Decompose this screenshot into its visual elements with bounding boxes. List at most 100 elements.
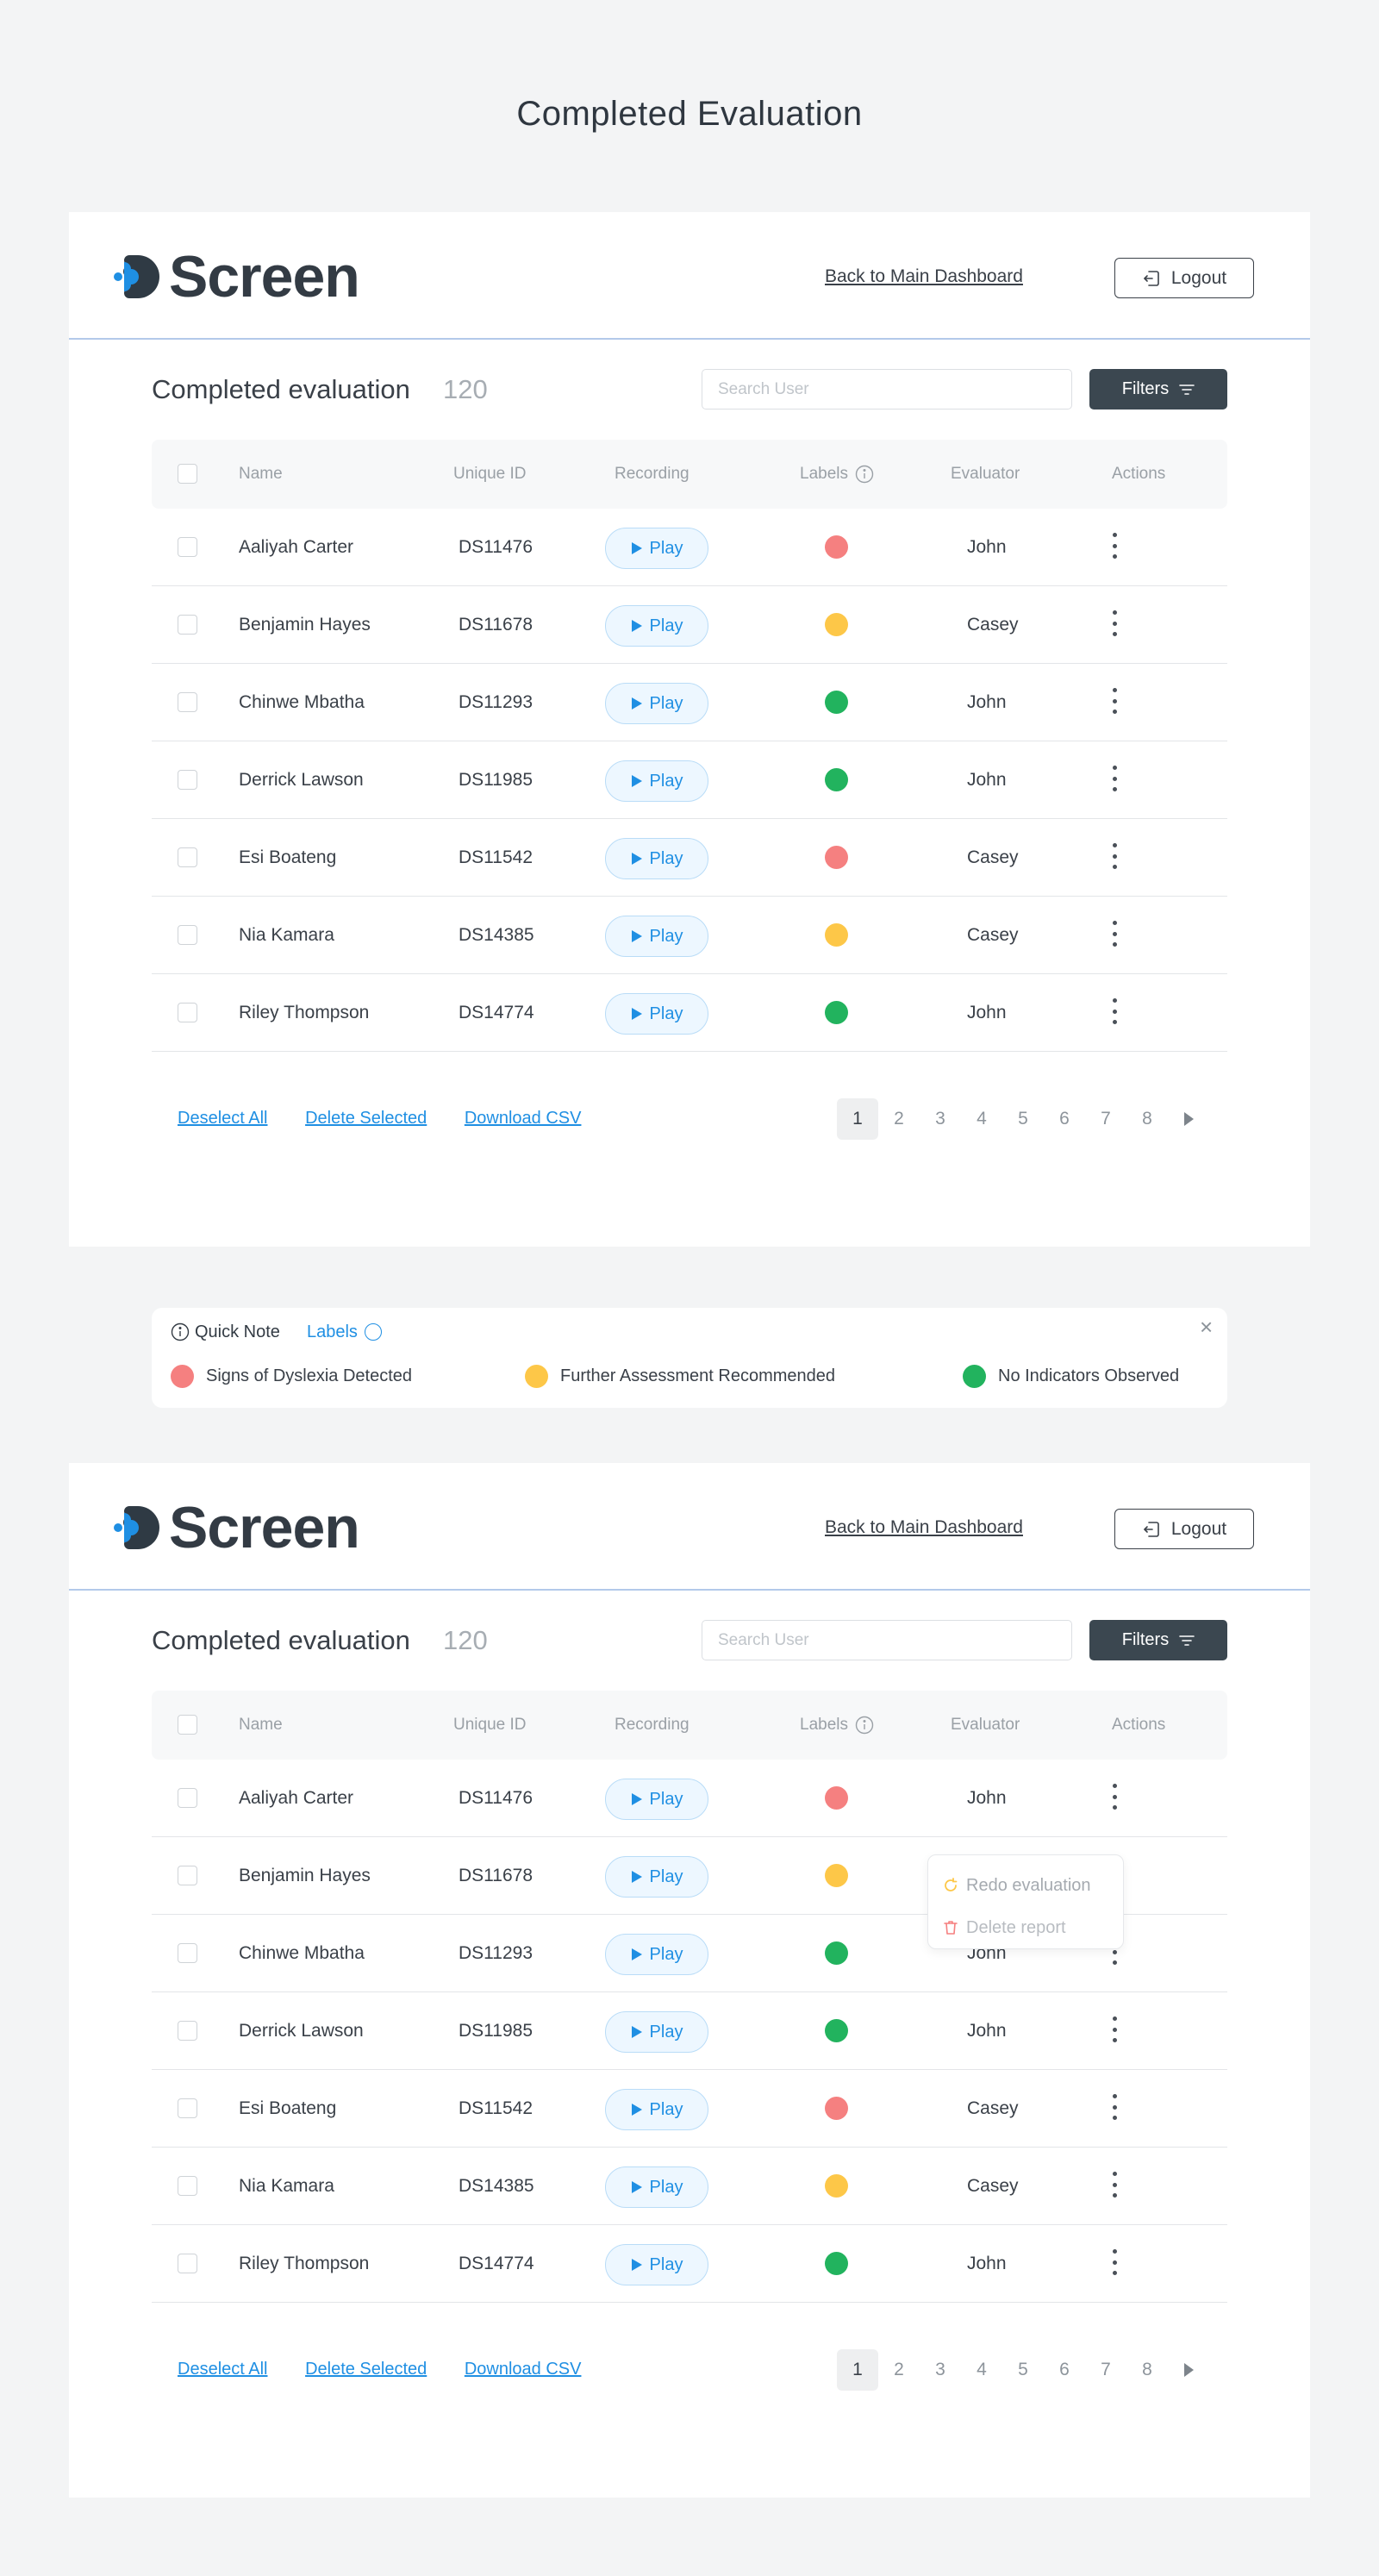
- play-label: Play: [649, 2254, 683, 2274]
- info-icon[interactable]: [855, 1716, 874, 1735]
- row-checkbox[interactable]: [178, 770, 197, 790]
- more-actions-icon[interactable]: [1108, 2172, 1121, 2198]
- play-button[interactable]: Play: [605, 916, 708, 957]
- delete-selected-link[interactable]: Delete Selected: [305, 2360, 427, 2379]
- more-actions-icon[interactable]: [1108, 610, 1121, 636]
- page-6[interactable]: 6: [1059, 1109, 1070, 1129]
- row-checkbox[interactable]: [178, 2176, 197, 2196]
- back-to-dashboard-link[interactable]: Back to Main Dashboard: [825, 1517, 1023, 1537]
- play-button[interactable]: Play: [605, 2166, 708, 2208]
- row-checkbox[interactable]: [178, 1003, 197, 1022]
- row-checkbox[interactable]: [178, 2254, 197, 2273]
- evaluation-count: 120: [443, 374, 488, 404]
- label-dot: [825, 923, 848, 947]
- logo: Screen: [114, 1498, 360, 1557]
- page-5[interactable]: 5: [1018, 1109, 1028, 1129]
- row-evaluator: Casey: [967, 925, 1019, 945]
- more-actions-icon[interactable]: [1108, 2249, 1121, 2275]
- row-name: Esi Boateng: [239, 847, 337, 867]
- close-icon[interactable]: ×: [1200, 1314, 1214, 1340]
- select-all-checkbox[interactable]: [178, 464, 197, 484]
- play-button[interactable]: Play: [605, 838, 708, 879]
- row-checkbox[interactable]: [178, 537, 197, 557]
- logout-button[interactable]: Logout: [1114, 258, 1254, 298]
- more-actions-icon[interactable]: [1108, 1784, 1121, 1810]
- search-user-input[interactable]: [702, 1620, 1072, 1660]
- column-recording: Recording: [615, 1716, 690, 1734]
- page-3[interactable]: 3: [935, 1109, 945, 1129]
- next-page-icon[interactable]: [1168, 1098, 1209, 1140]
- row-unique-id: DS11542: [459, 2098, 534, 2118]
- page-1[interactable]: 1: [837, 1098, 878, 1140]
- download-csv-link[interactable]: Download CSV: [464, 2360, 582, 2379]
- label-dot: [825, 768, 848, 791]
- filters-button[interactable]: Filters: [1089, 369, 1227, 410]
- play-label: Play: [649, 1866, 683, 1886]
- row-checkbox[interactable]: [178, 1943, 197, 1963]
- label-dot: [825, 1864, 848, 1887]
- more-actions-icon[interactable]: [1108, 766, 1121, 791]
- page-6[interactable]: 6: [1059, 2360, 1070, 2379]
- row-name: Esi Boateng: [239, 2098, 337, 2118]
- info-icon[interactable]: [855, 465, 874, 484]
- row-checkbox[interactable]: [178, 925, 197, 945]
- label-dot: [825, 2097, 848, 2120]
- delete-selected-link[interactable]: Delete Selected: [305, 1109, 427, 1128]
- row-checkbox[interactable]: [178, 1788, 197, 1808]
- back-to-dashboard-link[interactable]: Back to Main Dashboard: [825, 266, 1023, 286]
- delete-report-item[interactable]: Delete report: [942, 1915, 1066, 1941]
- page-7[interactable]: 7: [1101, 2360, 1111, 2379]
- logout-button[interactable]: Logout: [1114, 1509, 1254, 1549]
- page-2[interactable]: 2: [894, 2360, 904, 2379]
- more-actions-icon[interactable]: [1108, 998, 1121, 1024]
- more-actions-icon[interactable]: [1108, 921, 1121, 947]
- play-button[interactable]: Play: [605, 2011, 708, 2053]
- more-actions-icon[interactable]: [1108, 533, 1121, 559]
- quick-note-card: Quick Note Labels × Signs of Dyslexia De…: [152, 1308, 1227, 1408]
- play-button[interactable]: Play: [605, 2089, 708, 2130]
- more-actions-icon[interactable]: [1108, 2094, 1121, 2120]
- labels-tab[interactable]: Labels: [307, 1319, 382, 1345]
- play-icon: [631, 853, 642, 865]
- row-checkbox[interactable]: [178, 1866, 197, 1885]
- row-unique-id: DS14774: [459, 2254, 534, 2273]
- page-4[interactable]: 4: [977, 2360, 987, 2379]
- page-2[interactable]: 2: [894, 1109, 904, 1129]
- row-checkbox[interactable]: [178, 2098, 197, 2118]
- row-evaluator: Casey: [967, 615, 1019, 635]
- play-button[interactable]: Play: [605, 1934, 708, 1975]
- row-checkbox[interactable]: [178, 847, 197, 867]
- page-4[interactable]: 4: [977, 1109, 987, 1129]
- page-8[interactable]: 8: [1142, 1109, 1152, 1129]
- filters-button[interactable]: Filters: [1089, 1620, 1227, 1660]
- play-button[interactable]: Play: [605, 1856, 708, 1898]
- table-row: Nia Kamara DS14385 Play Casey: [152, 897, 1227, 974]
- more-actions-icon[interactable]: [1108, 688, 1121, 714]
- redo-evaluation-item[interactable]: Redo evaluation: [942, 1873, 1091, 1898]
- label-dot: [825, 691, 848, 714]
- page-7[interactable]: 7: [1101, 1109, 1111, 1129]
- play-button[interactable]: Play: [605, 528, 708, 569]
- download-csv-link[interactable]: Download CSV: [464, 1109, 582, 1128]
- page-8[interactable]: 8: [1142, 2360, 1152, 2379]
- play-button[interactable]: Play: [605, 760, 708, 802]
- row-checkbox[interactable]: [178, 2021, 197, 2041]
- select-all-checkbox[interactable]: [178, 1715, 197, 1735]
- play-button[interactable]: Play: [605, 605, 708, 647]
- play-button[interactable]: Play: [605, 2244, 708, 2285]
- play-button[interactable]: Play: [605, 683, 708, 724]
- table-row: Aaliyah Carter DS11476 Play John: [152, 1760, 1227, 1837]
- play-button[interactable]: Play: [605, 1779, 708, 1820]
- page-1[interactable]: 1: [837, 2349, 878, 2391]
- more-actions-icon[interactable]: [1108, 843, 1121, 869]
- deselect-all-link[interactable]: Deselect All: [178, 1109, 268, 1128]
- search-user-input[interactable]: [702, 369, 1072, 410]
- row-checkbox[interactable]: [178, 615, 197, 635]
- page-3[interactable]: 3: [935, 2360, 945, 2379]
- next-page-icon[interactable]: [1168, 2349, 1209, 2391]
- deselect-all-link[interactable]: Deselect All: [178, 2360, 268, 2379]
- more-actions-icon[interactable]: [1108, 2016, 1121, 2042]
- page-5[interactable]: 5: [1018, 2360, 1028, 2379]
- play-button[interactable]: Play: [605, 993, 708, 1035]
- row-checkbox[interactable]: [178, 692, 197, 712]
